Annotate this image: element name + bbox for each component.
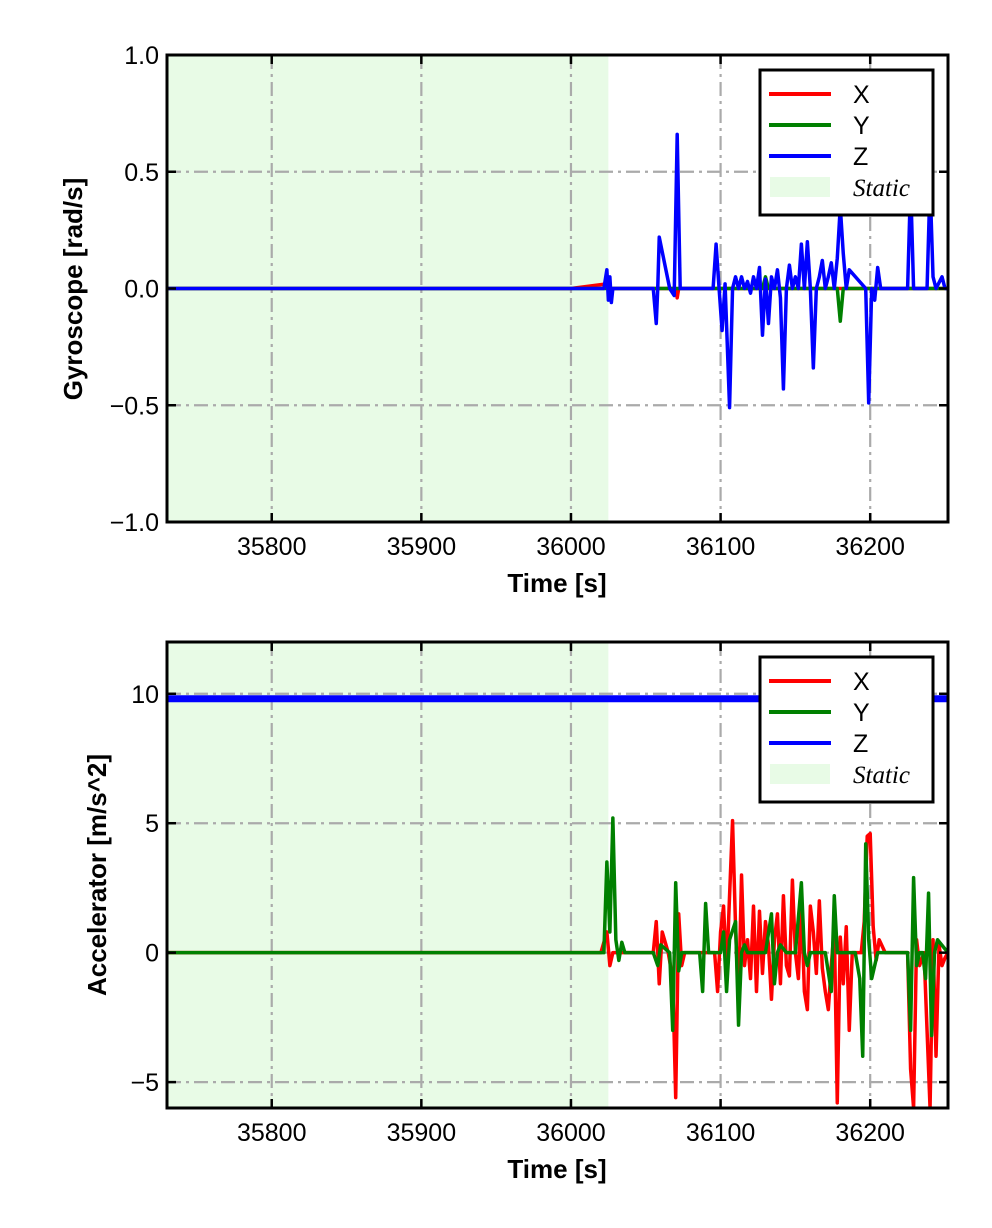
gyro-x-tick-label: 36000 — [536, 533, 606, 561]
gyro-legend-label-z: Z — [853, 143, 868, 171]
accel-x-tick-label: 36100 — [686, 1119, 756, 1147]
gyro-legend-label-x: X — [853, 81, 870, 109]
gyro-legend-label-static: Static — [853, 175, 910, 202]
gyro-x-tick-label: 35900 — [387, 533, 457, 561]
accel-series-y-line — [167, 816, 948, 1058]
gyro-legend-label-y: Y — [853, 112, 870, 140]
accel-y-tick-label: 10 — [131, 681, 159, 709]
accel-y-tick-label: 5 — [145, 810, 159, 838]
accel-legend-label-y: Y — [853, 699, 870, 727]
gyro-x-tick-label: 36200 — [835, 533, 905, 561]
gyro-x-axis-title: Time [s] — [507, 568, 606, 598]
accel-x-tick-label: 36000 — [536, 1119, 606, 1147]
gyroscope-panel: Time [s] Gyroscope [rad/s] 35800 35900 360… — [58, 42, 950, 598]
gyro-y-tick-label: −1.0 — [110, 509, 159, 537]
gyro-legend: XYZ Static — [758, 68, 935, 217]
gyro-y-tick-label: 0.0 — [124, 276, 159, 304]
accel-x-tick-label: 36200 — [835, 1119, 905, 1147]
gyro-x-tick-label: 36100 — [686, 533, 756, 561]
gyro-series-y-line — [167, 275, 948, 323]
accel-y-tick-label: −5 — [130, 1069, 159, 1097]
gyro-y-tick-label: 1.0 — [124, 42, 159, 70]
accel-x-tick-label: 35800 — [237, 1119, 307, 1147]
accel-static-region — [167, 642, 609, 1108]
accel-legend-label-static: Static — [853, 762, 910, 789]
accel-legend-label-z: Z — [853, 730, 868, 758]
accel-legend: XYZ Static — [758, 655, 935, 804]
gyro-legend-swatch-static — [770, 177, 830, 197]
accel-legend-label-x: X — [853, 668, 870, 696]
accel-plot-frame — [165, 640, 950, 1110]
gyro-series-z-line — [167, 132, 948, 410]
gyro-y-tick-label: −0.5 — [110, 392, 159, 420]
accel-y-axis-title: Accelerator [m/s^2] — [82, 754, 112, 996]
gyro-y-tick-label: 0.5 — [124, 159, 159, 187]
accel-x-axis-title: Time [s] — [507, 1154, 606, 1184]
accel-y-tick-label: 0 — [145, 940, 159, 968]
gyro-y-axis-title: Gyroscope [rad/s] — [58, 178, 88, 401]
accel-legend-swatch-static — [770, 764, 830, 784]
accelerometer-panel: Time [s] Accelerator [m/s^2] 35800 35900 3… — [82, 640, 950, 1184]
gyro-x-tick-label: 35800 — [237, 533, 307, 561]
accel-x-tick-label: 35900 — [387, 1119, 457, 1147]
